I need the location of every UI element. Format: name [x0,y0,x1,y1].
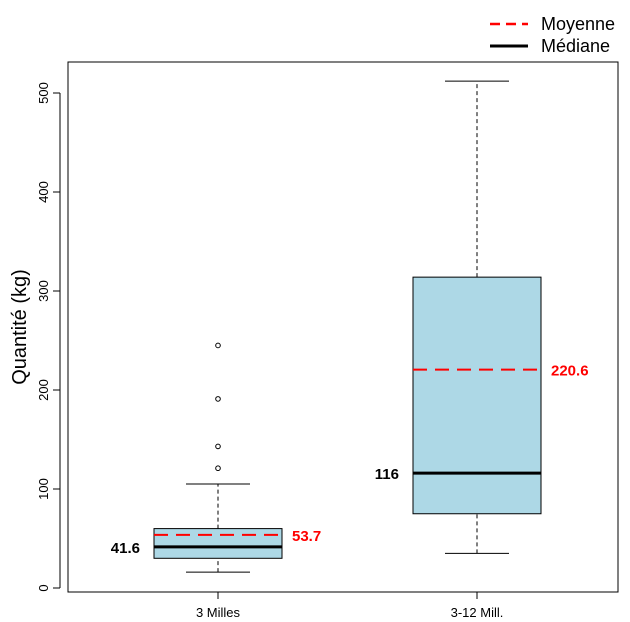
median-value-label: 116 [375,466,399,483]
outlier-point [215,342,221,349]
x-tick-label: 3 Milles [196,605,241,620]
outlier-point [215,396,221,402]
iqr-box [153,528,283,559]
iqr-box [412,276,542,515]
box-group: 41.6 53.7 [111,342,321,573]
mean-value-label: 220.6 [551,363,589,380]
y-tick-label: 100 [36,478,51,500]
legend: Moyenne Médiane [490,14,615,56]
y-tick-label: 500 [36,82,51,104]
outlier-point [215,443,221,450]
plot-frame [67,61,619,593]
y-tick-label: 400 [36,181,51,203]
outlier-point [215,465,221,472]
y-axis: 0 100 200 300 400 500 [36,82,61,592]
legend-mean-label: Moyenne [541,14,615,34]
median-value-label: 41.6 [111,540,140,557]
boxes: 41.6 53.7 116 220.6 [111,80,589,573]
y-tick-label: 300 [36,280,51,302]
y-axis-title: Quantité (kg) [9,269,31,385]
x-axis: 3 Milles 3-12 Mill. [196,592,503,620]
y-tick-label: 200 [36,379,51,401]
x-tick-label: 3-12 Mill. [451,605,504,620]
y-tick-label: 0 [36,584,51,591]
box-group: 116 220.6 [375,80,589,554]
mean-value-label: 53.7 [292,528,321,545]
legend-median-label: Médiane [541,36,610,56]
